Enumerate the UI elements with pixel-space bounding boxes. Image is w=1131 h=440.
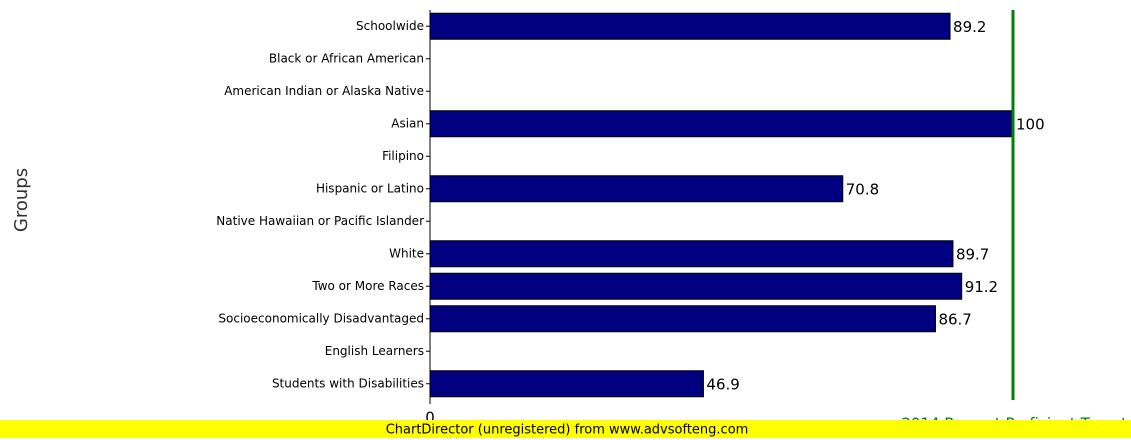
bar bbox=[429, 110, 1014, 138]
value-label: 100 bbox=[1016, 115, 1045, 133]
footer-band bbox=[0, 420, 1131, 438]
bar bbox=[429, 370, 704, 398]
bar bbox=[429, 272, 963, 300]
plot-area bbox=[430, 10, 1013, 400]
value-label: 86.7 bbox=[938, 310, 971, 328]
y-tick-label: Hispanic or Latino bbox=[316, 181, 424, 195]
value-label: 70.8 bbox=[846, 180, 879, 198]
y-tick-label: Asian bbox=[391, 116, 424, 130]
y-tick-label: Native Hawaiian or Pacific Islander bbox=[216, 214, 424, 228]
y-axis-label: Groups bbox=[11, 168, 32, 232]
y-tick-label: Filipino bbox=[382, 149, 424, 163]
bar bbox=[429, 12, 951, 40]
y-tick-label: Students with Disabilities bbox=[272, 376, 424, 390]
bar bbox=[429, 175, 844, 203]
y-tick-label: Schoolwide bbox=[356, 19, 424, 33]
value-label: 46.9 bbox=[706, 375, 739, 393]
x-tick-label: 0 bbox=[425, 409, 435, 427]
value-label: 89.2 bbox=[953, 18, 986, 36]
y-tick-label: English Learners bbox=[325, 344, 424, 358]
y-tick-label: American Indian or Alaska Native bbox=[224, 84, 424, 98]
y-tick-label: Socioeconomically Disadvantaged bbox=[218, 311, 424, 325]
footer-text: ChartDirector (unregistered) from www.ad… bbox=[386, 423, 749, 438]
value-label: 91.2 bbox=[965, 278, 998, 296]
y-tick-label: Two or More Races bbox=[311, 279, 424, 293]
bar bbox=[429, 240, 954, 268]
y-tick-label: White bbox=[389, 246, 424, 260]
bar bbox=[429, 305, 936, 333]
value-label: 89.7 bbox=[956, 245, 989, 263]
y-tick-label: Black or African American bbox=[269, 51, 424, 65]
